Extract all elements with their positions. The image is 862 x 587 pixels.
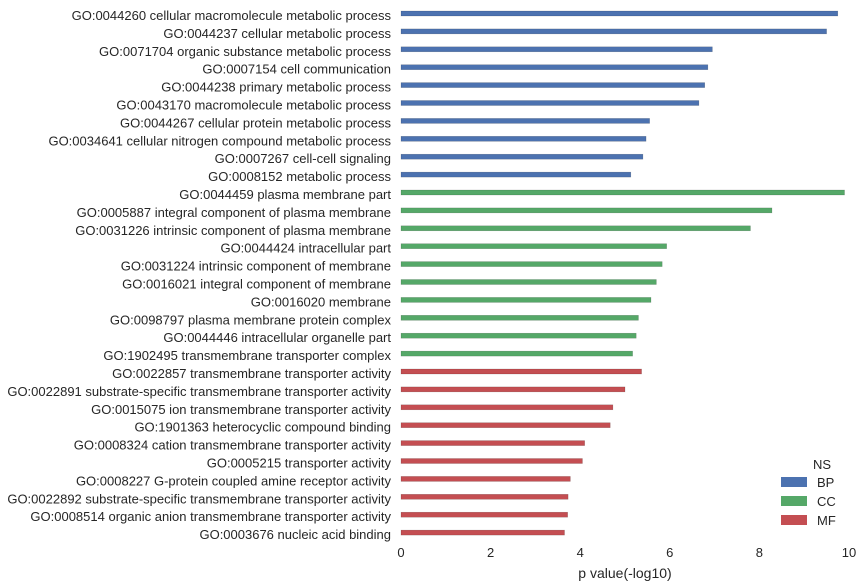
category-label: GO:0044267 cellular protein metabolic pr… xyxy=(120,115,391,130)
bar-go-0007267 xyxy=(400,153,644,160)
bar-go-1902495 xyxy=(400,350,633,357)
bar-go-0022857 xyxy=(400,368,642,375)
bar-go-0005887 xyxy=(400,207,773,214)
legend-label-bp: BP xyxy=(817,475,834,490)
category-label: GO:0016021 integral component of membran… xyxy=(122,277,391,292)
bar-go-1901363 xyxy=(400,422,611,428)
category-label: GO:0044238 primary metabolic process xyxy=(161,80,391,95)
category-label: GO:1901363 heterocyclic compound binding xyxy=(134,420,391,435)
bar-go-0008514 xyxy=(400,511,568,518)
bar-go-0016021 xyxy=(400,279,657,285)
bar-go-0015075 xyxy=(400,404,614,411)
bar-go-0022892 xyxy=(400,494,569,500)
legend-swatch-mf xyxy=(781,515,807,525)
bar-go-0008227 xyxy=(400,476,571,482)
x-axis-title: p value(-log10) xyxy=(578,565,671,581)
legend-swatch-cc xyxy=(781,496,807,506)
category-label: GO:0022857 transmembrane transporter act… xyxy=(112,366,391,381)
category-label: GO:0031226 intrinsic component of plasma… xyxy=(75,223,391,238)
category-label: GO:0007154 cell communication xyxy=(202,62,391,77)
bar-go-0044238 xyxy=(400,82,705,88)
x-tick-label: 4 xyxy=(577,545,584,560)
x-axis-ticks-group: 0 2 4 6 8 10 xyxy=(397,545,856,560)
bar-go-0022891 xyxy=(400,386,626,393)
category-label: GO:0031224 intrinsic component of membra… xyxy=(121,259,391,274)
category-label: GO:0005887 integral component of plasma … xyxy=(77,205,391,220)
category-label: GO:0008227 G-protein coupled amine recep… xyxy=(76,473,392,488)
category-label: GO:0008514 organic anion transmembrane t… xyxy=(30,509,391,524)
bar-go-0071704 xyxy=(400,46,713,53)
x-tick-label: 2 xyxy=(487,545,494,560)
bar-go-0044459 xyxy=(400,189,845,196)
category-label: GO:0008152 metabolic process xyxy=(208,169,391,184)
category-label: GO:0015075 ion transmembrane transporter… xyxy=(91,402,391,417)
category-label: GO:0007267 cell-cell signaling xyxy=(215,151,391,166)
x-tick-label: 6 xyxy=(666,545,673,560)
category-label: GO:0022892 substrate-specific transmembr… xyxy=(7,491,391,506)
bar-go-0005215 xyxy=(400,458,583,464)
bar-go-0043170 xyxy=(400,100,700,106)
bar-go-0016020 xyxy=(400,297,652,303)
legend-swatch-bp xyxy=(781,477,807,487)
legend-label-cc: CC xyxy=(817,494,836,509)
category-label: GO:0044260 cellular macromolecule metabo… xyxy=(72,8,392,23)
category-label: GO:0022891 substrate-specific transmembr… xyxy=(7,384,391,399)
category-labels-group: GO:0044260 cellular macromolecule metabo… xyxy=(7,8,391,542)
category-label: GO:0044446 intracellular organelle part xyxy=(163,330,391,345)
category-label: GO:0008324 cation transmembrane transpor… xyxy=(74,438,392,453)
category-label: GO:0005215 transporter activity xyxy=(207,456,392,471)
bar-go-0034641 xyxy=(400,136,647,142)
bar-go-0098797 xyxy=(400,315,639,321)
category-label: GO:0071704 organic substance metabolic p… xyxy=(99,44,391,59)
bar-go-0044260 xyxy=(400,10,839,17)
bar-go-0008324 xyxy=(400,440,585,446)
category-label: GO:0034641 cellular nitrogen compound me… xyxy=(48,133,391,148)
bar-go-0044424 xyxy=(400,243,667,249)
category-label: GO:0003676 nucleic acid binding xyxy=(199,527,391,542)
legend-title: NS xyxy=(813,457,831,472)
bar-go-0044237 xyxy=(400,28,827,35)
category-label: GO:0044459 plasma membrane part xyxy=(179,187,391,202)
x-tick-label: 0 xyxy=(397,545,404,560)
x-tick-label: 10 xyxy=(842,545,856,560)
category-label: GO:0016020 membrane xyxy=(251,294,391,309)
legend-label-mf: MF xyxy=(817,513,836,528)
bar-go-0003676 xyxy=(400,529,565,536)
bar-go-0044267 xyxy=(400,118,650,124)
bar-go-0008152 xyxy=(400,171,632,178)
bar-go-0031226 xyxy=(400,225,751,232)
category-label: GO:0044237 cellular metabolic process xyxy=(163,26,391,41)
bar-go-0031224 xyxy=(400,261,663,267)
bars-group xyxy=(400,10,845,536)
category-label: GO:0098797 plasma membrane protein compl… xyxy=(110,312,392,327)
legend: NS BP CC MF xyxy=(781,457,836,528)
category-label: GO:0044424 intracellular part xyxy=(220,241,391,256)
category-label: GO:1902495 transmembrane transporter com… xyxy=(103,348,391,363)
bar-go-0007154 xyxy=(400,64,709,70)
x-tick-label: 8 xyxy=(756,545,763,560)
category-label: GO:0043170 macromolecule metabolic proce… xyxy=(116,98,391,113)
bar-go-0044446 xyxy=(400,332,637,339)
